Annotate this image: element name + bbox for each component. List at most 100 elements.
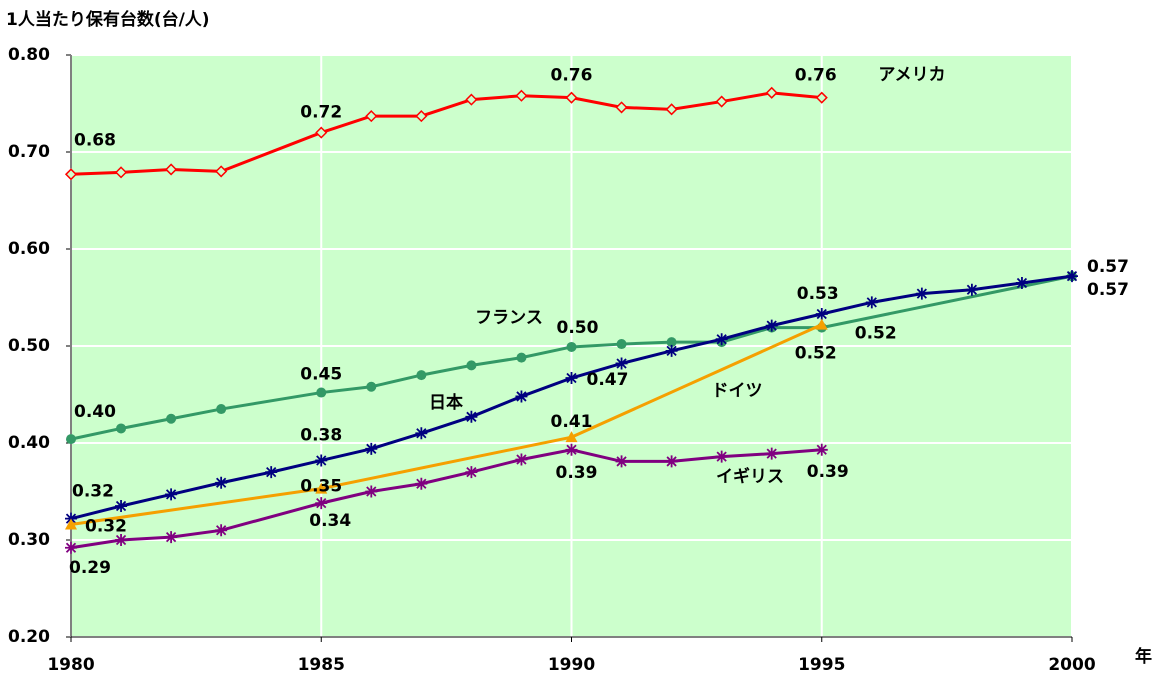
marker (366, 381, 377, 392)
marker (515, 89, 528, 102)
y-tick-label: 0.30 (8, 530, 50, 550)
data-label: 0.39 (556, 463, 598, 483)
marker (415, 477, 428, 490)
x-unit: 年 (1135, 646, 1152, 667)
marker (315, 497, 328, 510)
marker (465, 410, 478, 423)
y-tick-label: 0.60 (8, 239, 50, 259)
data-label: 0.41 (551, 412, 593, 432)
marker (215, 476, 228, 489)
marker (115, 500, 128, 513)
marker (415, 427, 428, 440)
x-tick-label: 1980 (47, 655, 94, 675)
data-label: 0.76 (551, 66, 593, 86)
marker (515, 390, 528, 403)
data-label: 0.52 (855, 324, 897, 344)
marker (765, 86, 778, 99)
series-label: 日本 (429, 392, 463, 413)
data-label: 0.57 (1087, 280, 1129, 300)
data-label: 0.76 (795, 66, 837, 86)
line (70, 323, 823, 526)
marker (1066, 270, 1078, 283)
line (70, 274, 1073, 441)
data-label: 0.34 (309, 511, 351, 531)
data-label: 0.52 (795, 344, 837, 364)
marker (665, 103, 678, 116)
marker (565, 443, 578, 456)
x-tick-label: 1995 (798, 655, 845, 675)
data-label: 0.72 (300, 103, 342, 123)
marker (815, 443, 828, 456)
marker (765, 319, 778, 332)
marker (715, 95, 728, 108)
marker (215, 165, 228, 178)
marker (115, 534, 128, 546)
marker (216, 404, 227, 415)
y-tick-label: 0.70 (8, 142, 50, 162)
marker (466, 360, 477, 371)
marker (715, 333, 728, 346)
marker (315, 454, 328, 467)
marker (815, 307, 828, 320)
data-label: 0.29 (69, 558, 111, 578)
marker (616, 339, 627, 350)
marker (365, 485, 378, 498)
marker (265, 466, 278, 479)
data-label: 0.53 (797, 284, 839, 304)
marker (665, 344, 678, 357)
x-tick-label: 1985 (298, 655, 345, 675)
x-tick-label: 2000 (1048, 655, 1095, 675)
data-label: 0.35 (300, 477, 342, 497)
data-label: 0.68 (74, 130, 116, 150)
series-label: イギリス (716, 467, 784, 487)
marker (415, 110, 428, 123)
marker (465, 466, 478, 479)
marker (666, 337, 677, 348)
marker (565, 431, 578, 443)
series-label: アメリカ (878, 65, 945, 85)
y-tick-label: 0.80 (8, 45, 50, 65)
y-tick-label: 0.20 (8, 627, 50, 647)
marker (615, 101, 628, 114)
marker (515, 453, 528, 466)
marker (365, 110, 378, 123)
marker (615, 357, 628, 370)
marker (566, 341, 577, 352)
x-tick-label: 1990 (548, 655, 595, 675)
marker (165, 531, 178, 544)
y-tick-label: 0.50 (8, 336, 50, 356)
data-label: 0.38 (300, 425, 342, 445)
marker (66, 434, 76, 445)
marker (65, 541, 77, 554)
marker (615, 455, 628, 468)
data-label: 0.50 (557, 318, 599, 338)
chart-title: 1人当たり保有台数(台/人) (6, 9, 210, 30)
marker (715, 450, 728, 463)
data-label: 0.32 (85, 516, 127, 536)
marker (516, 352, 527, 363)
marker (815, 318, 828, 330)
data-label: 0.57 (1087, 257, 1129, 277)
marker (365, 442, 378, 455)
marker (316, 387, 327, 398)
marker (765, 447, 778, 460)
marker (565, 372, 578, 385)
marker (416, 370, 427, 381)
marker (815, 91, 828, 104)
marker (565, 91, 578, 104)
data-label: 0.32 (72, 482, 114, 502)
marker (865, 296, 878, 309)
marker (215, 524, 228, 537)
series-label: フランス (475, 308, 543, 328)
series-label: ドイツ (712, 381, 763, 401)
marker (114, 166, 128, 179)
marker (64, 168, 78, 181)
marker (465, 93, 478, 106)
marker (166, 413, 177, 424)
data-label: 0.47 (587, 370, 629, 390)
marker (915, 287, 928, 300)
marker (116, 423, 127, 434)
data-label: 0.39 (807, 462, 849, 482)
data-label: 0.40 (74, 402, 116, 422)
